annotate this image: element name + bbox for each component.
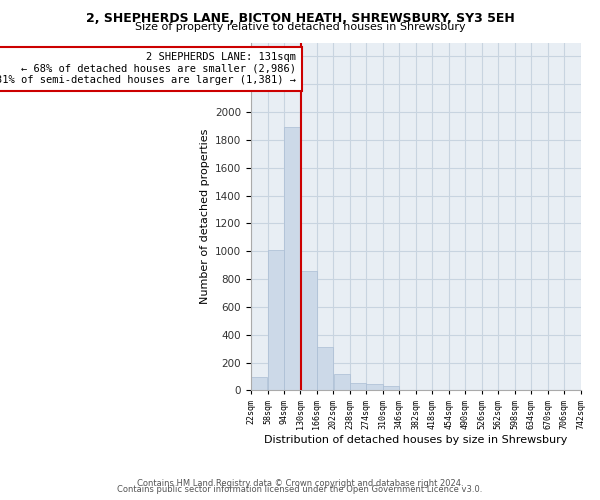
Bar bbox=[268, 250, 284, 390]
Bar bbox=[383, 386, 399, 390]
Bar bbox=[367, 384, 383, 390]
Text: Size of property relative to detached houses in Shrewsbury: Size of property relative to detached ho… bbox=[134, 22, 466, 32]
Text: Contains public sector information licensed under the Open Government Licence v3: Contains public sector information licen… bbox=[118, 485, 482, 494]
Bar bbox=[251, 377, 268, 390]
X-axis label: Distribution of detached houses by size in Shrewsbury: Distribution of detached houses by size … bbox=[264, 435, 568, 445]
Bar bbox=[317, 348, 334, 391]
Bar bbox=[284, 128, 301, 390]
Text: 2, SHEPHERDS LANE, BICTON HEATH, SHREWSBURY, SY3 5EH: 2, SHEPHERDS LANE, BICTON HEATH, SHREWSB… bbox=[86, 12, 514, 26]
Y-axis label: Number of detached properties: Number of detached properties bbox=[200, 129, 209, 304]
Text: 2 SHEPHERDS LANE: 131sqm
← 68% of detached houses are smaller (2,986)
31% of sem: 2 SHEPHERDS LANE: 131sqm ← 68% of detach… bbox=[0, 52, 296, 86]
Text: Contains HM Land Registry data © Crown copyright and database right 2024.: Contains HM Land Registry data © Crown c… bbox=[137, 478, 463, 488]
Bar bbox=[301, 270, 317, 390]
Bar bbox=[350, 383, 366, 390]
Bar bbox=[334, 374, 350, 390]
